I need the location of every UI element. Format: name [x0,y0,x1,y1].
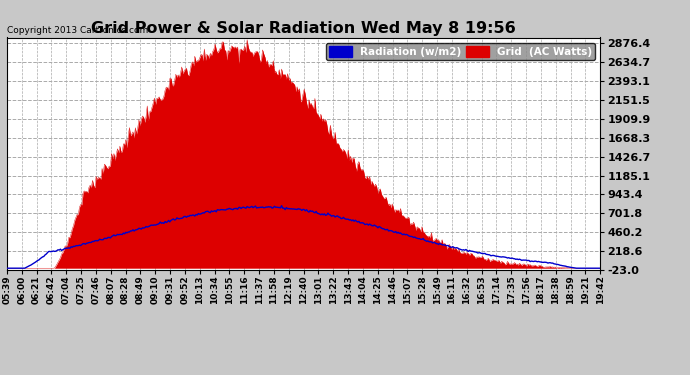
Legend: Radiation (w/m2), Grid  (AC Watts): Radiation (w/m2), Grid (AC Watts) [326,43,595,60]
Text: Copyright 2013 Cartronics.com: Copyright 2013 Cartronics.com [7,26,148,35]
Title: Grid Power & Solar Radiation Wed May 8 19:56: Grid Power & Solar Radiation Wed May 8 1… [91,21,516,36]
